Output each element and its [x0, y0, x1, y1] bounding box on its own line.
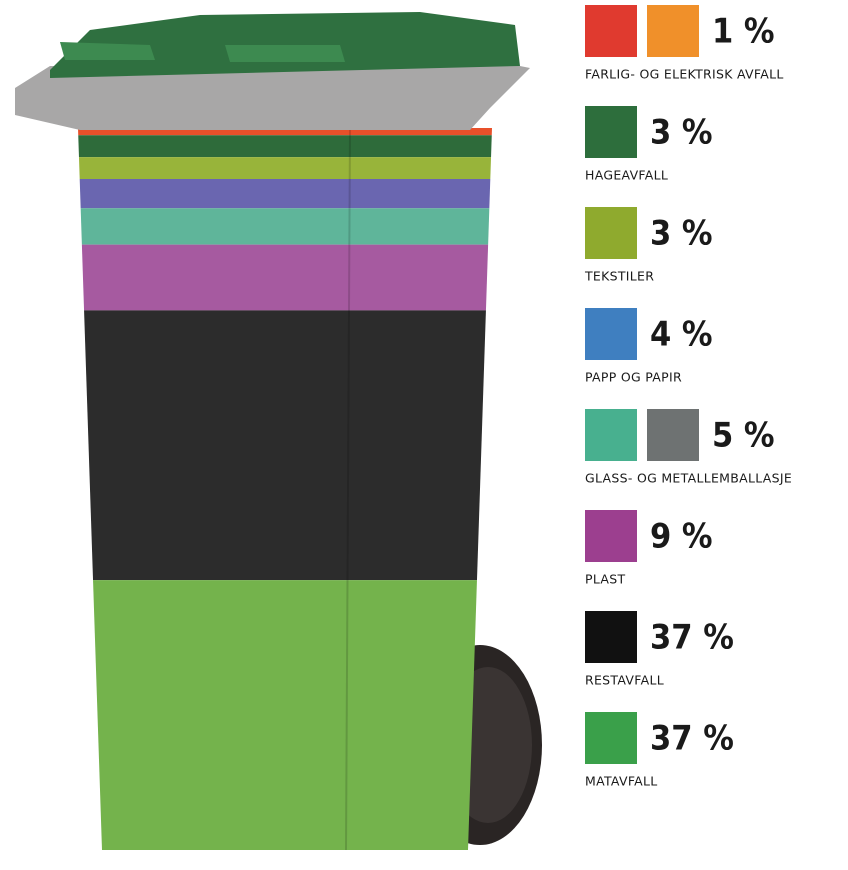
value-label: 37 % — [650, 618, 734, 658]
value-label: 1 % — [712, 12, 775, 52]
category-label: HAGEAVFALL — [585, 168, 668, 183]
waste-band — [93, 580, 477, 850]
category-icon — [647, 409, 699, 461]
waste-band — [80, 208, 490, 245]
category-label: TEKSTILER — [584, 269, 654, 284]
category-icon — [585, 611, 637, 663]
value-label: 9 % — [650, 517, 713, 557]
waste-band — [79, 179, 491, 209]
waste-band — [78, 157, 492, 180]
lid-rim — [15, 66, 530, 130]
category-label: RESTAVFALL — [585, 673, 664, 688]
lid-handle — [225, 45, 345, 62]
category-label: GLASS- OG METALLEMBALLASJE — [585, 471, 792, 486]
waste-band — [84, 310, 486, 581]
category-icon — [585, 5, 637, 57]
category-label: MATAVFALL — [585, 774, 658, 789]
category-icon — [585, 712, 637, 764]
value-label: 3 % — [650, 214, 713, 254]
bin-body — [78, 127, 492, 851]
value-label: 5 % — [712, 416, 775, 456]
bin — [15, 12, 542, 851]
category-label: PLAST — [585, 572, 625, 587]
category-label: PAPP OG PAPIR — [585, 370, 682, 385]
value-label: 4 % — [650, 315, 713, 355]
waste-band — [81, 244, 489, 311]
lid-handle — [60, 42, 155, 60]
category-icon — [585, 409, 637, 461]
category-icon — [585, 308, 637, 360]
category-icon — [585, 510, 637, 562]
value-label: 37 % — [650, 719, 734, 759]
category-icon — [647, 5, 699, 57]
value-label: 3 % — [650, 113, 713, 153]
category-icon — [585, 207, 637, 259]
category-label: FARLIG- OG ELEKTRISK AVFALL — [585, 67, 784, 82]
waste-band — [78, 135, 492, 158]
bin-edge — [345, 127, 351, 851]
legend: 1 % FARLIG- OG ELEKTRISK AVFALL 3 % HAGEAVF… — [584, 5, 792, 789]
category-icon — [585, 106, 637, 158]
